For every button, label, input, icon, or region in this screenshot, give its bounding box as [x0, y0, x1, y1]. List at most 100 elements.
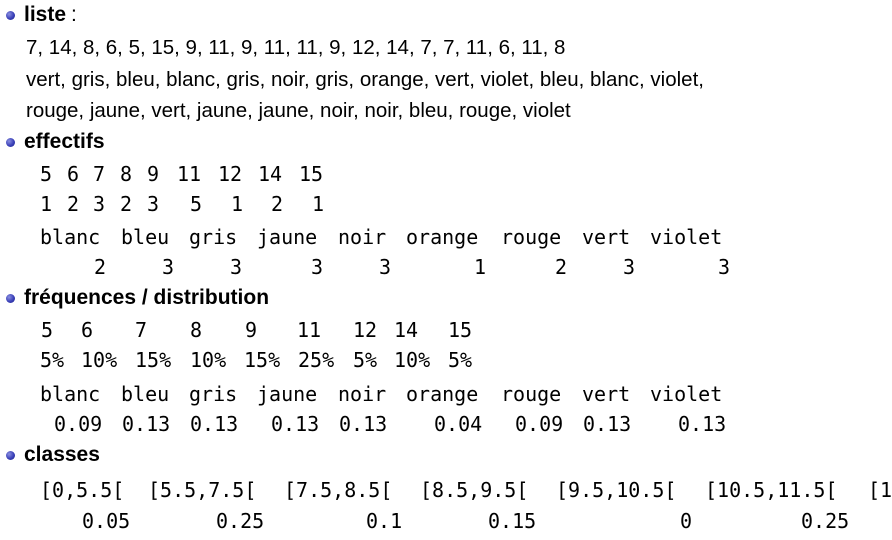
classes-freq: 0.1: [366, 509, 403, 533]
frequences-color-freq: 0.04: [434, 412, 483, 436]
effectifs-color-name: blanc: [40, 225, 101, 249]
classes-interval: [1: [868, 478, 892, 502]
frequences-color-name: blanc: [40, 382, 101, 406]
frequences-color-name: gris: [189, 382, 238, 406]
effectifs-value: 6: [67, 162, 80, 186]
bullet-icon: [6, 10, 15, 20]
frequences-value: 11: [297, 318, 322, 342]
effectifs-color-name: gris: [189, 225, 238, 249]
frequences-value: 6: [81, 318, 94, 342]
liste-line-numbers: 7, 14, 8, 6, 5, 15, 9, 11, 9, 11, 11, 9,…: [26, 36, 566, 59]
effectifs-count: 3: [147, 192, 160, 216]
effectifs-color-count: 3: [379, 255, 392, 279]
frequences-color-name: violet: [650, 382, 723, 406]
frequences-color-name: vert: [582, 382, 631, 406]
classes-interval: [8.5,9.5[: [420, 478, 529, 502]
effectifs-bullet-row: effectifs: [6, 129, 105, 155]
frequences-bullet-row: fréquences / distribution: [6, 285, 269, 311]
classes-freq: 0: [680, 509, 693, 533]
effectifs-count: 2: [67, 192, 80, 216]
liste-line-colors-2: rouge, jaune, vert, jaune, jaune, noir, …: [26, 99, 571, 122]
frequences-color-freq: 0.09: [54, 412, 103, 436]
effectifs-color-count: 3: [162, 255, 175, 279]
frequences-percent: 10%: [394, 348, 431, 372]
classes-interval: [10.5,11.5[: [705, 478, 838, 502]
effectifs-value: 15: [299, 162, 324, 186]
frequences-percent: 15%: [244, 348, 281, 372]
classes-freq: 0.05: [82, 509, 131, 533]
effectifs-color-count: 1: [474, 255, 487, 279]
effectifs-count: 1: [231, 192, 244, 216]
frequences-color-name: noir: [338, 382, 387, 406]
effectifs-value: 8: [120, 162, 133, 186]
frequences-value: 15: [448, 318, 473, 342]
frequences-color-freq: 0.09: [515, 412, 564, 436]
frequences-value: 12: [353, 318, 378, 342]
effectifs-color-name: violet: [650, 225, 723, 249]
effectifs-value: 9: [147, 162, 160, 186]
frequences-value: 5: [41, 318, 54, 342]
bullet-icon: [6, 450, 15, 460]
effectifs-value: 5: [40, 162, 53, 186]
effectifs-color-count: 3: [230, 255, 243, 279]
classes-freq: 0.25: [216, 509, 265, 533]
frequences-percent: 5%: [448, 348, 473, 372]
effectifs-count: 2: [120, 192, 133, 216]
liste-line-colors-1: vert, gris, bleu, blanc, gris, noir, gri…: [26, 68, 704, 91]
frequences-color-name: jaune: [257, 382, 318, 406]
effectifs-color-count: 2: [94, 255, 107, 279]
frequences-value: 8: [190, 318, 203, 342]
effectifs-count: 2: [271, 192, 284, 216]
frequences-percent: 5%: [353, 348, 378, 372]
effectifs-color-name: noir: [338, 225, 387, 249]
effectifs-count: 3: [93, 192, 106, 216]
frequences-value: 14: [394, 318, 419, 342]
effectifs-color-name: rouge: [501, 225, 562, 249]
classes-interval: [5.5,7.5[: [148, 478, 257, 502]
classes-interval: [7.5,8.5[: [284, 478, 393, 502]
frequences-color-freq: 0.13: [678, 412, 727, 436]
frequences-heading: fréquences / distribution: [24, 286, 270, 309]
effectifs-value: 14: [258, 162, 283, 186]
bullet-icon: [6, 293, 15, 303]
effectifs-count: 5: [190, 192, 203, 216]
frequences-percent: 5%: [40, 348, 65, 372]
liste-bullet-row: liste :: [6, 2, 77, 28]
liste-heading: liste: [24, 3, 67, 26]
effectifs-color-name: vert: [582, 225, 631, 249]
frequences-percent: 25%: [298, 348, 335, 372]
frequences-color-freq: 0.13: [271, 412, 320, 436]
frequences-color-freq: 0.13: [339, 412, 388, 436]
classes-freq: 0.25: [801, 509, 850, 533]
liste-colon: :: [71, 3, 77, 26]
frequences-color-freq: 0.13: [122, 412, 171, 436]
frequences-color-name: orange: [406, 382, 479, 406]
frequences-percent: 10%: [81, 348, 118, 372]
classes-freq: 0.15: [488, 509, 537, 533]
frequences-value: 7: [135, 318, 148, 342]
frequences-color-freq: 0.13: [190, 412, 239, 436]
frequences-color-name: bleu: [121, 382, 170, 406]
effectifs-value: 12: [218, 162, 243, 186]
frequences-color-freq: 0.13: [583, 412, 632, 436]
effectifs-value: 7: [93, 162, 106, 186]
effectifs-color-count: 2: [555, 255, 568, 279]
effectifs-color-name: orange: [406, 225, 479, 249]
effectifs-value: 11: [177, 162, 202, 186]
frequences-percent: 10%: [190, 348, 227, 372]
classes-heading: classes: [24, 443, 100, 466]
effectifs-count: 1: [40, 192, 53, 216]
effectifs-color-count: 3: [311, 255, 324, 279]
frequences-value: 9: [245, 318, 258, 342]
effectifs-count: 1: [312, 192, 325, 216]
classes-interval: [9.5,10.5[: [556, 478, 677, 502]
bullet-icon: [6, 137, 15, 147]
effectifs-heading: effectifs: [24, 130, 105, 153]
classes-interval: [0,5.5[: [40, 478, 125, 502]
frequences-color-name: rouge: [501, 382, 562, 406]
effectifs-color-name: jaune: [257, 225, 318, 249]
frequences-percent: 15%: [135, 348, 172, 372]
classes-bullet-row: classes: [6, 442, 100, 468]
effectifs-color-name: bleu: [121, 225, 170, 249]
effectifs-color-count: 3: [718, 255, 731, 279]
